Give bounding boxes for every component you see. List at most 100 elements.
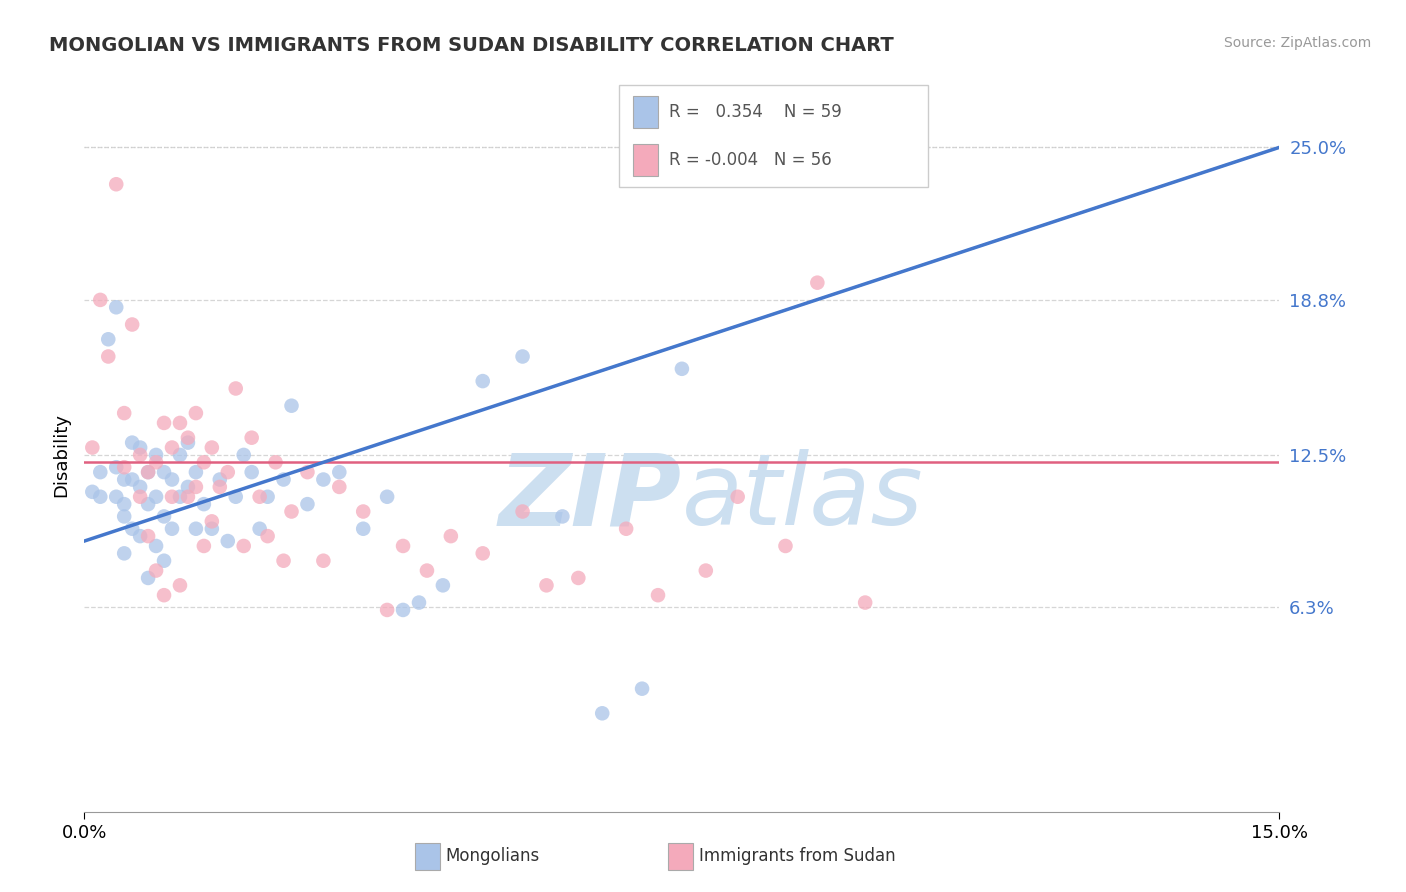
Point <box>169 578 191 592</box>
Point <box>82 484 104 499</box>
Point <box>145 448 167 462</box>
Point <box>312 473 335 487</box>
Point <box>273 473 295 487</box>
Point <box>208 473 231 487</box>
Point <box>352 522 374 536</box>
Point <box>512 350 534 364</box>
Text: Mongolians: Mongolians <box>446 847 540 865</box>
Point <box>328 465 350 479</box>
Point <box>89 465 111 479</box>
Text: MONGOLIAN VS IMMIGRANTS FROM SUDAN DISABILITY CORRELATION CHART: MONGOLIAN VS IMMIGRANTS FROM SUDAN DISAB… <box>49 36 894 54</box>
Point <box>392 539 415 553</box>
Point <box>280 504 302 518</box>
Point <box>177 431 200 445</box>
Point <box>695 564 717 578</box>
Point <box>105 300 128 314</box>
Point <box>471 546 494 560</box>
Point <box>89 490 111 504</box>
Point <box>536 578 558 592</box>
Point <box>273 554 295 568</box>
Point <box>184 480 207 494</box>
Point <box>193 539 215 553</box>
Point <box>217 465 239 479</box>
Point <box>82 441 104 455</box>
Point <box>184 465 207 479</box>
Point <box>121 318 143 332</box>
Point <box>153 416 176 430</box>
Point <box>153 554 176 568</box>
Text: ZIP: ZIP <box>499 450 682 546</box>
Point <box>256 529 278 543</box>
Point <box>671 361 693 376</box>
Point <box>112 546 135 560</box>
Point <box>328 480 350 494</box>
Y-axis label: Disability: Disability <box>52 413 70 497</box>
Point <box>136 465 159 479</box>
Point <box>280 399 302 413</box>
Point <box>375 490 398 504</box>
Point <box>217 534 239 549</box>
Point <box>121 522 143 536</box>
Point <box>160 441 183 455</box>
Point <box>193 497 215 511</box>
Point <box>249 522 271 536</box>
Point <box>121 435 143 450</box>
Point <box>249 490 271 504</box>
Point <box>471 374 494 388</box>
Point <box>208 480 231 494</box>
Point <box>727 490 749 504</box>
Point <box>112 473 135 487</box>
Point <box>232 448 254 462</box>
Point <box>153 465 176 479</box>
Point <box>105 460 128 475</box>
Point <box>591 706 613 721</box>
Point <box>184 522 207 536</box>
Point <box>225 490 247 504</box>
Point <box>193 455 215 469</box>
Point <box>184 406 207 420</box>
Point <box>432 578 454 592</box>
Point <box>169 416 191 430</box>
Point <box>112 509 135 524</box>
Point <box>614 522 637 536</box>
Point <box>129 480 152 494</box>
Point <box>112 460 135 475</box>
Point <box>112 497 135 511</box>
Point <box>160 522 183 536</box>
Point <box>129 529 152 543</box>
Text: R = -0.004   N = 56: R = -0.004 N = 56 <box>669 151 832 169</box>
Point <box>136 529 159 543</box>
Text: atlas: atlas <box>682 450 924 546</box>
Point <box>97 350 120 364</box>
Point <box>551 509 574 524</box>
Point <box>160 490 183 504</box>
Text: Source: ZipAtlas.com: Source: ZipAtlas.com <box>1223 36 1371 50</box>
Point <box>136 497 159 511</box>
Point <box>264 455 287 469</box>
Point <box>297 497 319 511</box>
Point <box>145 490 167 504</box>
Text: R =   0.354    N = 59: R = 0.354 N = 59 <box>669 103 842 121</box>
Point <box>160 473 183 487</box>
Point <box>153 509 176 524</box>
Point <box>312 554 335 568</box>
Point <box>631 681 654 696</box>
Point <box>129 490 152 504</box>
Point <box>201 522 224 536</box>
Point <box>240 465 263 479</box>
Point <box>89 293 111 307</box>
Point <box>512 504 534 518</box>
Point <box>416 564 439 578</box>
Point <box>775 539 797 553</box>
Point <box>169 490 191 504</box>
Point <box>145 564 167 578</box>
Point <box>105 490 128 504</box>
Point <box>567 571 589 585</box>
Point <box>647 588 669 602</box>
Point <box>112 406 135 420</box>
Point <box>297 465 319 479</box>
Point <box>232 539 254 553</box>
Point <box>145 539 167 553</box>
Point <box>177 490 200 504</box>
Point <box>392 603 415 617</box>
